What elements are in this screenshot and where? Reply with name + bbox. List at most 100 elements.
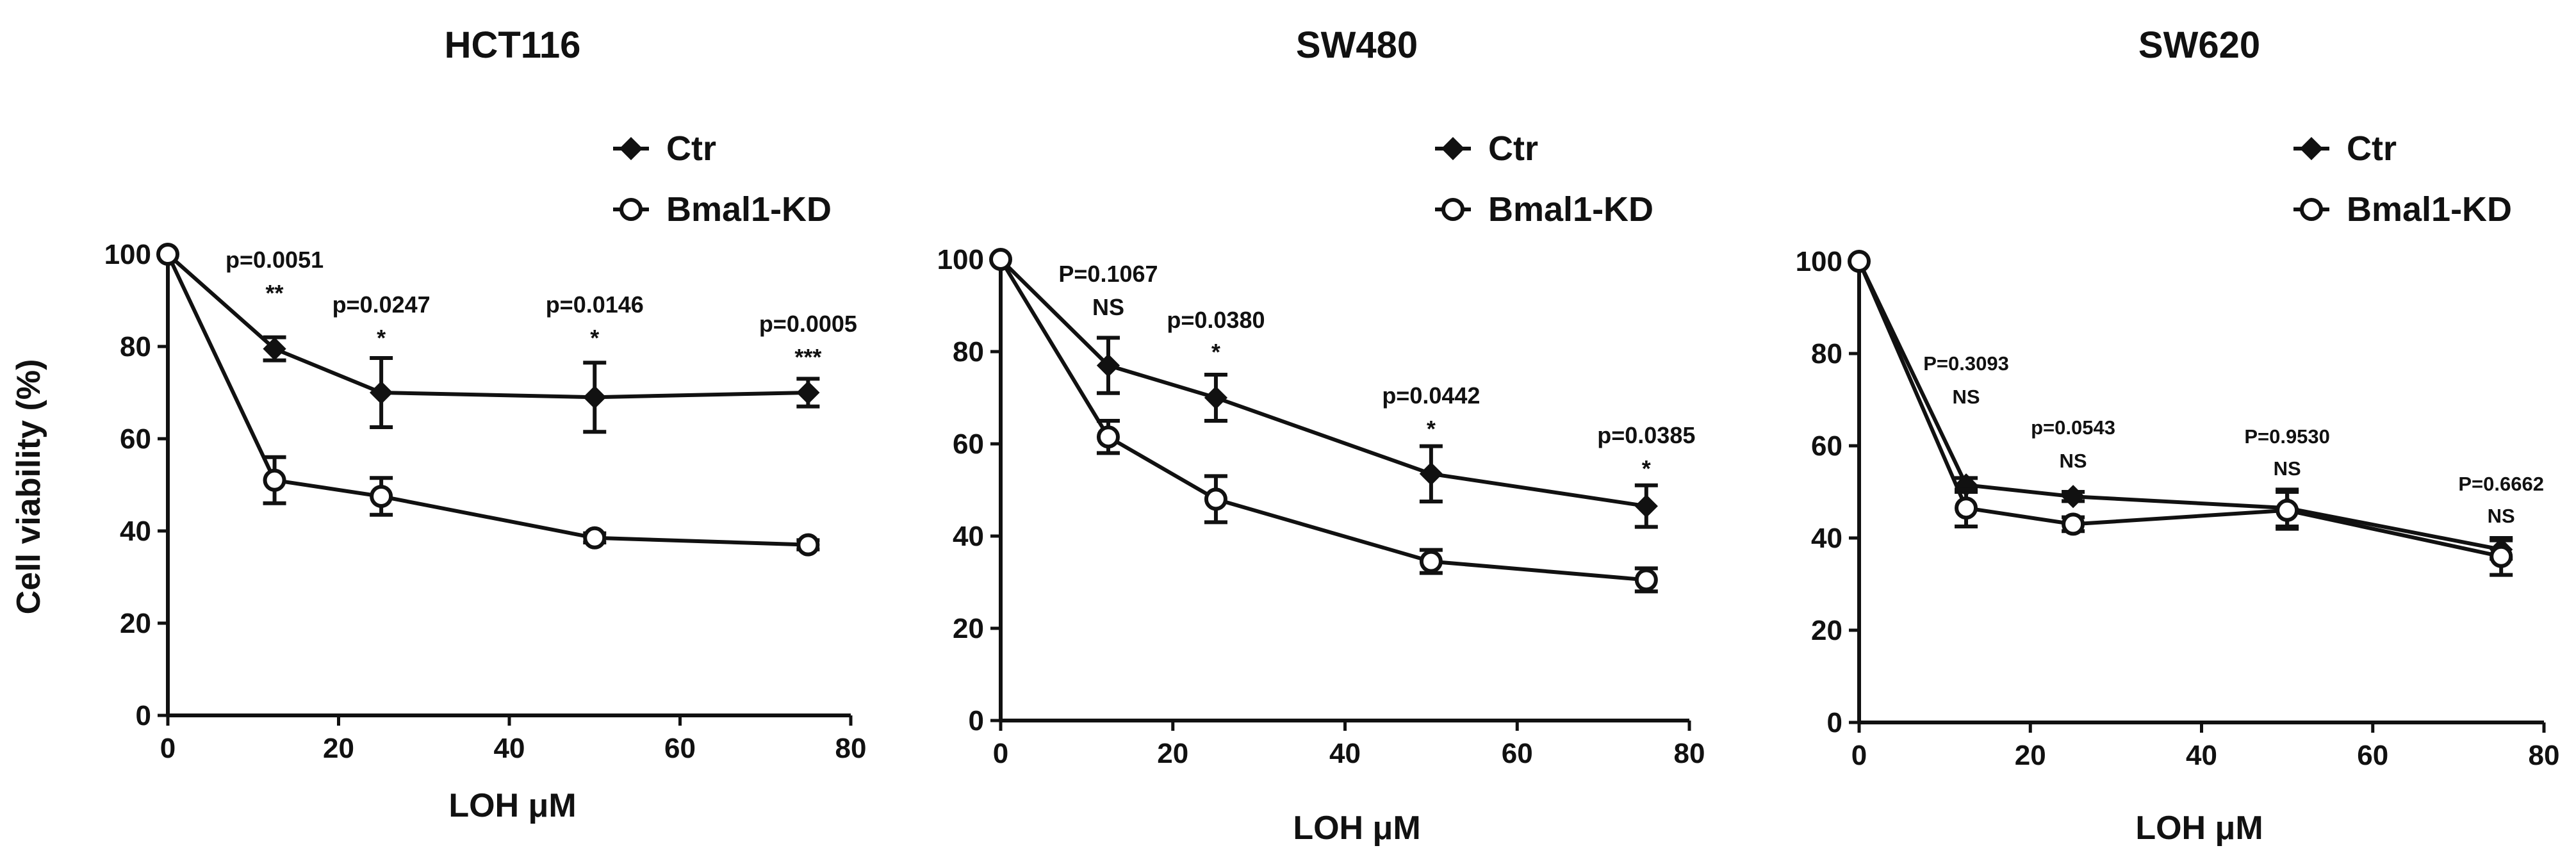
p-value-label: p=0.0005 bbox=[759, 311, 857, 337]
data-point-bmal1-kd bbox=[156, 243, 179, 266]
x-axis-label: LOH μM bbox=[1293, 810, 1420, 847]
data-point-ctr bbox=[796, 380, 820, 405]
data-point-bmal1-kd bbox=[1204, 487, 1227, 511]
p-value-label: p=0.0442 bbox=[1382, 382, 1480, 409]
p-value-label: p=0.0543 bbox=[2031, 416, 2115, 439]
data-point-bmal1-kd bbox=[1955, 496, 1978, 520]
x-axis-label: LOH μM bbox=[2135, 810, 2263, 847]
p-value-label: p=0.0385 bbox=[1597, 422, 1695, 448]
legend-marker bbox=[2300, 198, 2323, 221]
x-tick-label: 60 bbox=[664, 733, 696, 764]
panel-hct116: HCT116 Cell viability (%) LOH μM 0 20 40 60… bbox=[10, 24, 866, 824]
p-value-label: P=0.3093 bbox=[1923, 352, 2009, 375]
significance-label: NS bbox=[2274, 457, 2301, 480]
data-point-bmal1-kd bbox=[370, 485, 393, 508]
y-tick-label: 40 bbox=[120, 516, 151, 547]
series-line-ctr bbox=[167, 252, 808, 400]
y-tick-label: 60 bbox=[1811, 430, 1842, 462]
legend-label: Ctr bbox=[2347, 129, 2397, 168]
data-point-bmal1-kd bbox=[1634, 568, 1658, 592]
data-point-bmal1-kd bbox=[2276, 498, 2299, 522]
y-tick-label: 80 bbox=[953, 336, 984, 368]
x-tick-label: 0 bbox=[160, 733, 176, 764]
x-tick-label: 0 bbox=[993, 738, 1008, 769]
data-point-bmal1-kd bbox=[1419, 550, 1443, 573]
x-tick-label: 0 bbox=[1851, 740, 1867, 771]
y-tick-label: 0 bbox=[969, 705, 984, 737]
x-tick-label: 40 bbox=[1329, 738, 1361, 769]
significance-label: * bbox=[1427, 416, 1436, 442]
y-tick-label: 60 bbox=[953, 428, 984, 460]
data-point-bmal1-kd bbox=[1848, 250, 1871, 273]
x-tick-label: 80 bbox=[1674, 738, 1705, 769]
legend-label: Bmal1-KD bbox=[666, 190, 832, 229]
legend-label: Ctr bbox=[666, 129, 716, 168]
data-point-bmal1-kd bbox=[263, 468, 286, 492]
data-point-bmal1-kd bbox=[583, 526, 607, 550]
y-tick-label: 40 bbox=[1811, 523, 1842, 554]
panel-sw480: SW480 LOH μM 0 20 40 60 80 0 20 40 60 80 100 P=0.10… bbox=[937, 24, 1705, 847]
data-point-bmal1-kd bbox=[2490, 544, 2513, 568]
y-tick-label: 100 bbox=[937, 244, 984, 275]
data-point-ctr bbox=[1204, 386, 1228, 410]
data-point-bmal1-kd bbox=[1096, 425, 1120, 449]
significance-label: NS bbox=[2488, 505, 2515, 527]
legend-label: Bmal1-KD bbox=[1488, 190, 1653, 229]
legend-label: Ctr bbox=[1488, 129, 1538, 168]
significance-label: NS bbox=[2060, 450, 2087, 472]
x-tick-label: 60 bbox=[1502, 738, 1533, 769]
x-axis-label: LOH μM bbox=[448, 787, 576, 824]
legend-marker bbox=[619, 136, 643, 161]
y-tick-label: 100 bbox=[104, 239, 151, 270]
y-tick-label: 0 bbox=[1827, 707, 1842, 738]
significance-label: *** bbox=[794, 344, 821, 370]
data-point-bmal1-kd bbox=[2062, 512, 2085, 536]
series-line-bmal1-kd bbox=[166, 253, 808, 547]
y-tick-label: 80 bbox=[120, 331, 151, 363]
data-point-ctr bbox=[1096, 354, 1120, 377]
x-tick-label: 80 bbox=[2529, 740, 2560, 771]
x-tick-label: 20 bbox=[323, 733, 354, 764]
significance-label: NS bbox=[1952, 386, 1980, 408]
legend-marker bbox=[619, 198, 643, 221]
chart-title: SW620 bbox=[2138, 24, 2260, 66]
data-point-ctr bbox=[583, 386, 607, 409]
legend-marker bbox=[1441, 198, 1464, 221]
data-point-ctr bbox=[370, 380, 393, 405]
chart-title: SW480 bbox=[1296, 24, 1418, 66]
y-tick-label: 100 bbox=[1796, 246, 1842, 277]
p-value-label: p=0.0247 bbox=[332, 291, 431, 318]
x-tick-label: 40 bbox=[494, 733, 525, 764]
data-point-bmal1-kd bbox=[989, 248, 1012, 271]
y-tick-label: 80 bbox=[1811, 338, 1842, 370]
p-value-label: p=0.0146 bbox=[546, 291, 644, 318]
significance-label: NS bbox=[1092, 294, 1124, 320]
y-tick-label: 40 bbox=[953, 521, 984, 552]
y-tick-label: 60 bbox=[120, 423, 151, 455]
data-point-ctr bbox=[1634, 494, 1658, 518]
p-value-label: P=0.6662 bbox=[2458, 473, 2544, 495]
y-axis-label: Cell viability (%) bbox=[10, 359, 47, 615]
legend-marker bbox=[1441, 136, 1465, 161]
data-point-ctr bbox=[263, 337, 286, 361]
x-tick-label: 20 bbox=[2015, 740, 2046, 771]
x-tick-label: 20 bbox=[1157, 738, 1188, 769]
significance-label: * bbox=[590, 325, 599, 351]
y-tick-label: 20 bbox=[120, 608, 151, 639]
chart-title: HCT116 bbox=[445, 24, 581, 66]
significance-label: * bbox=[1211, 339, 1220, 365]
data-point-ctr bbox=[1419, 462, 1443, 485]
y-tick-label: 0 bbox=[136, 700, 151, 731]
data-point-ctr bbox=[2061, 485, 2085, 509]
panel-sw620: SW620 LOH μM 0 20 40 60 80 0 20 40 60 80 100 P=0.30… bbox=[1796, 24, 2560, 847]
legend-label: Bmal1-KD bbox=[2347, 190, 2512, 229]
y-tick-label: 20 bbox=[1811, 615, 1842, 646]
p-value-label: P=0.9530 bbox=[2244, 425, 2330, 448]
significance-label: * bbox=[1642, 455, 1651, 482]
p-value-label: p=0.0380 bbox=[1167, 307, 1265, 333]
x-tick-label: 40 bbox=[2186, 740, 2217, 771]
x-tick-label: 60 bbox=[2357, 740, 2388, 771]
p-value-label: P=0.1067 bbox=[1058, 261, 1158, 287]
significance-label: * bbox=[377, 325, 386, 351]
